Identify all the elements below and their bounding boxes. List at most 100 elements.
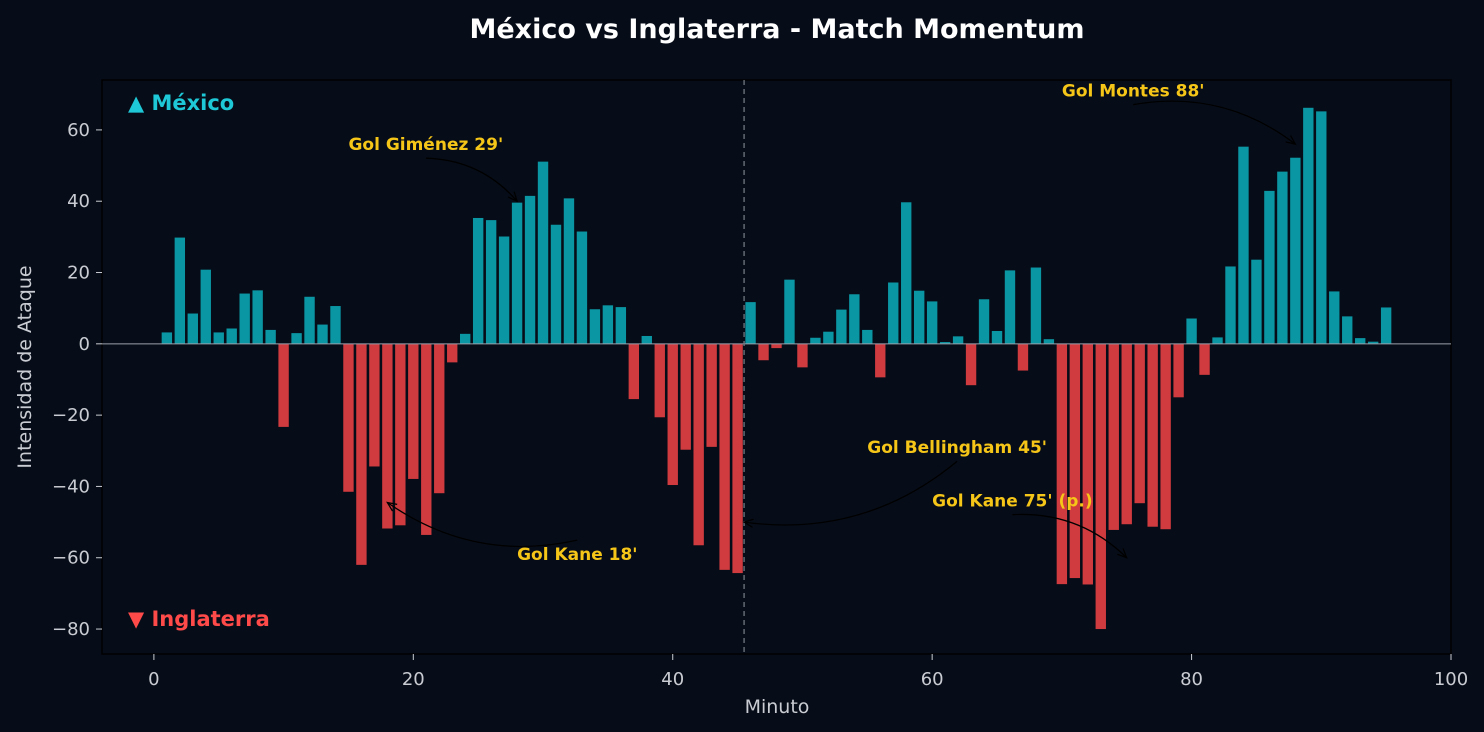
bar-minute-81 bbox=[1199, 343, 1210, 375]
y-tick-label--40: −40 bbox=[52, 476, 90, 497]
x-tick-label-20: 20 bbox=[402, 669, 425, 690]
bar-minute-3 bbox=[187, 313, 198, 344]
goal-annotation-2: Gol Bellingham 45' bbox=[867, 438, 1047, 458]
bar-minute-29 bbox=[524, 195, 536, 344]
goal-arrow-3 bbox=[1012, 513, 1128, 559]
bar-minute-4 bbox=[200, 269, 211, 344]
x-tick-label-80: 80 bbox=[1180, 669, 1203, 690]
bar-minute-53 bbox=[836, 309, 847, 344]
bar-minute-21 bbox=[421, 343, 432, 535]
x-tick-label-0: 0 bbox=[148, 669, 159, 690]
bar-minute-22 bbox=[434, 343, 445, 494]
bar-minute-48 bbox=[771, 343, 782, 349]
bar-minute-42 bbox=[693, 343, 704, 546]
bar-minute-12 bbox=[304, 296, 315, 344]
goal-arrowhead-4 bbox=[1285, 135, 1297, 146]
bar-minute-77 bbox=[1147, 343, 1158, 527]
goal-annotation-3: Gol Kane 75' (p.) bbox=[932, 492, 1093, 512]
bar-minute-70 bbox=[1056, 343, 1068, 585]
bar-minute-56 bbox=[875, 343, 886, 378]
bar-minute-23 bbox=[447, 343, 458, 363]
x-axis-label: Minuto bbox=[745, 696, 810, 718]
bar-minute-14 bbox=[330, 306, 341, 344]
bars-layer bbox=[161, 107, 1392, 630]
bar-minute-30 bbox=[537, 161, 549, 344]
bar-minute-63 bbox=[965, 343, 977, 386]
bar-minute-74 bbox=[1108, 343, 1119, 530]
bar-minute-31 bbox=[550, 224, 562, 344]
bar-minute-51 bbox=[810, 337, 821, 344]
goal-annotation-4: Gol Montes 88' bbox=[1062, 82, 1205, 102]
team-label-mexico: ▲ México bbox=[128, 91, 234, 115]
bar-minute-27 bbox=[498, 236, 510, 344]
bar-minute-16 bbox=[356, 343, 367, 565]
y-axis-label: Intensidad de Ataque bbox=[14, 265, 36, 468]
bar-minute-11 bbox=[291, 333, 302, 344]
bar-minute-6 bbox=[226, 328, 237, 344]
bar-minute-92 bbox=[1342, 316, 1353, 344]
bar-minute-8 bbox=[252, 290, 263, 344]
goal-arrowhead-1 bbox=[386, 501, 398, 512]
bar-minute-18 bbox=[382, 343, 393, 529]
bar-minute-82 bbox=[1212, 337, 1223, 344]
bar-minute-17 bbox=[369, 343, 380, 467]
goal-arrow-0 bbox=[425, 157, 518, 202]
bar-minute-69 bbox=[1043, 339, 1055, 344]
bar-minute-75 bbox=[1121, 343, 1132, 525]
bar-minute-58 bbox=[901, 202, 912, 344]
plot-area bbox=[101, 79, 1452, 655]
bar-minute-39 bbox=[654, 343, 665, 418]
y-tick-label-0: 0 bbox=[79, 334, 90, 355]
bar-minute-5 bbox=[213, 332, 224, 344]
bar-minute-15 bbox=[343, 343, 354, 492]
y-tick-label-60: 60 bbox=[67, 120, 90, 141]
bar-minute-52 bbox=[823, 331, 834, 344]
goal-arrowhead-2 bbox=[742, 518, 754, 528]
bar-minute-79 bbox=[1173, 343, 1184, 398]
annotations-layer: Gol Giménez 29' Gol Kane 18' Gol Bellingha… bbox=[348, 82, 1297, 565]
bar-minute-34 bbox=[589, 309, 601, 344]
bar-minute-86 bbox=[1264, 190, 1275, 344]
x-tick-label-100: 100 bbox=[1434, 669, 1468, 690]
bar-minute-65 bbox=[991, 330, 1003, 344]
bar-minute-7 bbox=[239, 293, 250, 344]
bar-minute-25 bbox=[472, 217, 484, 344]
bar-minute-10 bbox=[278, 343, 289, 427]
goal-arrow-2 bbox=[743, 460, 958, 526]
x-tick-label-60: 60 bbox=[921, 669, 944, 690]
bar-minute-59 bbox=[913, 290, 925, 344]
bar-minute-2 bbox=[174, 237, 186, 344]
bar-minute-84 bbox=[1238, 146, 1249, 344]
bar-minute-50 bbox=[797, 343, 808, 368]
bar-minute-47 bbox=[758, 343, 769, 361]
goal-annotation-0: Gol Giménez 29' bbox=[348, 135, 503, 155]
bar-minute-33 bbox=[576, 231, 588, 344]
bar-minute-57 bbox=[888, 282, 899, 344]
bar-minute-72 bbox=[1082, 343, 1093, 585]
bar-minute-44 bbox=[719, 343, 730, 570]
bar-minute-32 bbox=[563, 198, 575, 344]
bar-minute-43 bbox=[706, 343, 717, 447]
y-tick-label-40: 40 bbox=[67, 191, 90, 212]
bar-minute-83 bbox=[1225, 266, 1236, 344]
bar-minute-55 bbox=[862, 329, 873, 344]
bar-minute-88 bbox=[1290, 157, 1301, 344]
bar-minute-64 bbox=[978, 299, 990, 344]
bar-minute-41 bbox=[680, 343, 691, 450]
bar-minute-71 bbox=[1069, 343, 1081, 579]
y-tick-label--60: −60 bbox=[52, 548, 90, 569]
bar-minute-95 bbox=[1380, 307, 1392, 344]
bar-minute-61 bbox=[939, 342, 951, 344]
bar-minute-91 bbox=[1329, 291, 1340, 344]
goal-annotation-1: Gol Kane 18' bbox=[517, 545, 637, 565]
bar-minute-90 bbox=[1316, 111, 1327, 344]
bar-minute-20 bbox=[408, 343, 419, 479]
bar-minute-13 bbox=[317, 324, 328, 344]
bar-minute-80 bbox=[1186, 318, 1197, 344]
bar-minute-67 bbox=[1017, 343, 1029, 371]
bar-minute-28 bbox=[511, 202, 523, 344]
y-tick-label-20: 20 bbox=[67, 263, 90, 284]
y-tick-label--20: −20 bbox=[52, 405, 90, 426]
bar-minute-37 bbox=[628, 343, 640, 400]
